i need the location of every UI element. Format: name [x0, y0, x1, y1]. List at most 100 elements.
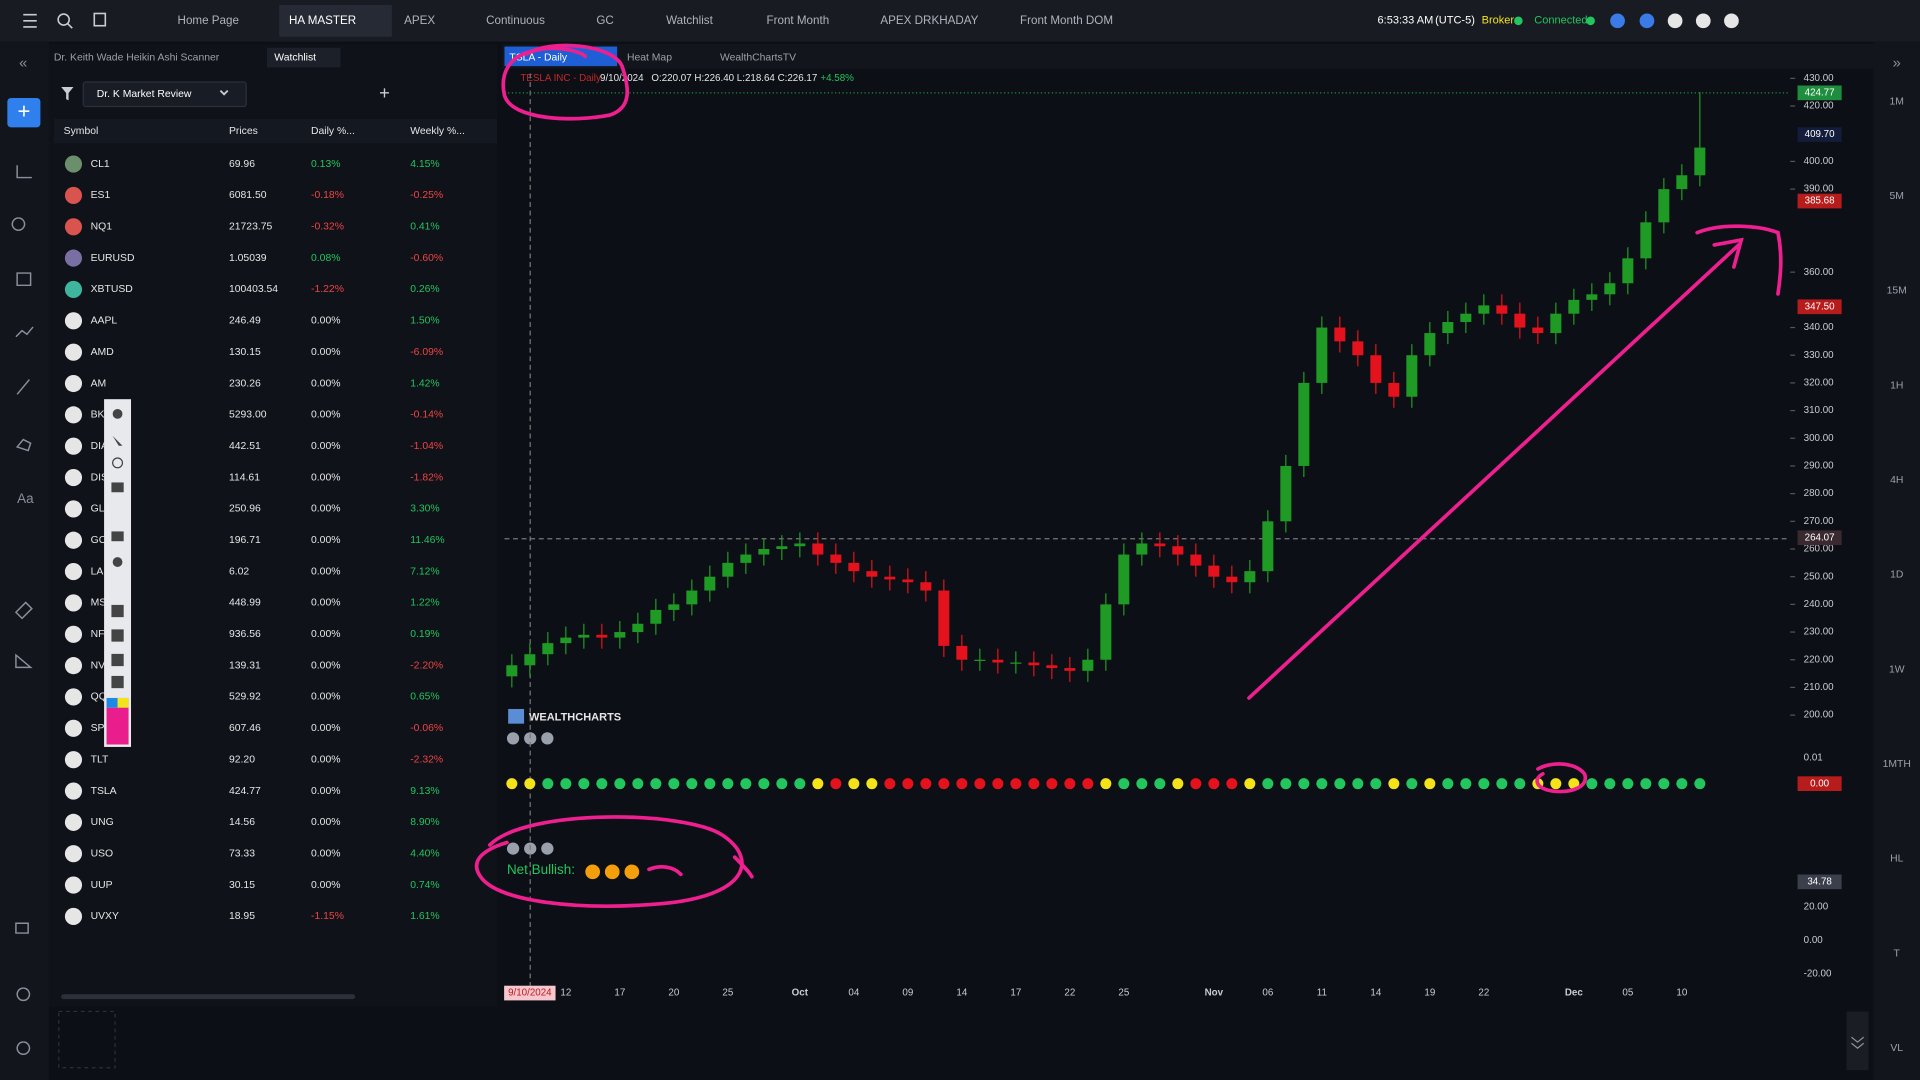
signal-dot — [578, 778, 590, 790]
panel-tab[interactable]: Dr. Keith Wade Heikin Ashi Scanner — [54, 52, 220, 63]
symbol-icon — [64, 468, 83, 487]
symbol[interactable]: UNG — [91, 817, 114, 828]
x-tick-label: 10 — [1676, 988, 1687, 999]
symbol-icon — [64, 280, 83, 299]
cell: -6.09% — [410, 347, 443, 358]
cell: -1.22% — [311, 284, 344, 295]
text-tool[interactable]: Aa — [17, 491, 34, 506]
symbol-icon — [64, 594, 83, 612]
indicator-text: Net Bullish: — [507, 862, 575, 877]
symbol[interactable]: EURUSD — [91, 253, 135, 264]
timeframe[interactable]: 1D — [1890, 570, 1903, 581]
symbol[interactable]: USO — [91, 848, 114, 859]
candle-body — [1316, 327, 1328, 383]
symbol[interactable]: AM — [91, 378, 107, 389]
x-tick-label: 22 — [1478, 988, 1489, 999]
toolbar-icon[interactable] — [1667, 13, 1683, 29]
symbol[interactable]: GO — [91, 535, 107, 546]
symbol[interactable]: AAPL — [91, 316, 118, 327]
tab[interactable]: Watchlist — [666, 14, 713, 27]
cell: 9.13% — [410, 786, 439, 797]
y-tick-label: 200.00 — [1804, 710, 1834, 721]
symbol[interactable]: NQ1 — [91, 222, 113, 233]
tab[interactable]: Front Month — [767, 14, 830, 27]
symbol[interactable]: UUP — [91, 880, 113, 891]
legend-date: 9/10/2024 — [600, 73, 644, 84]
timeframe[interactable]: 1M — [1890, 96, 1904, 107]
tab[interactable]: GC — [596, 14, 613, 27]
tab[interactable]: Home Page — [178, 14, 239, 27]
signal-dot — [1316, 778, 1328, 790]
symbol[interactable]: QQ — [91, 692, 107, 703]
timeframe[interactable]: 1H — [1890, 380, 1903, 391]
symbol[interactable]: NF — [91, 629, 105, 640]
chart-tab[interactable]: Heat Map — [627, 52, 672, 63]
color-swatch[interactable] — [117, 697, 129, 708]
symbol[interactable]: ES1 — [91, 190, 111, 201]
timeframe[interactable]: T — [1894, 948, 1901, 959]
color-swatch[interactable] — [106, 707, 129, 745]
color-swatch[interactable] — [106, 697, 129, 708]
tab[interactable]: APEX — [404, 14, 435, 27]
symbol[interactable]: CL1 — [91, 159, 110, 170]
symbol[interactable]: NV — [91, 660, 106, 671]
filter-select[interactable] — [82, 81, 247, 108]
timeframe[interactable]: 1W — [1889, 664, 1905, 675]
signal-dot — [1586, 778, 1598, 790]
expand-button[interactable] — [1846, 1011, 1869, 1071]
toolbar-icon[interactable] — [1695, 13, 1711, 29]
symbol[interactable]: XBTUSD — [91, 284, 133, 295]
toolbar-icon[interactable] — [1639, 13, 1655, 29]
add-symbol[interactable]: + — [379, 82, 390, 103]
panel-tab[interactable]: Watchlist — [274, 52, 316, 63]
collapse-left[interactable]: « — [19, 56, 27, 72]
candle-body — [830, 554, 842, 563]
price-badge-label: 264.07 — [1805, 532, 1835, 543]
cell: 0.00% — [311, 660, 340, 671]
signal-dot — [1424, 778, 1436, 790]
indicator-button[interactable] — [541, 842, 554, 855]
signal-dot — [1100, 778, 1112, 790]
symbol[interactable]: TLT — [91, 754, 109, 765]
indicator-button[interactable] — [506, 842, 520, 855]
collapse-right[interactable]: » — [1893, 56, 1901, 72]
symbol[interactable]: DIA — [91, 441, 108, 452]
cell: 607.46 — [229, 723, 261, 734]
symbol[interactable]: GL — [91, 504, 105, 515]
cell: 424.77 — [229, 786, 261, 797]
symbol[interactable]: BK — [91, 410, 105, 421]
timeframe[interactable]: HL — [1890, 854, 1904, 865]
timeframe[interactable]: 5M — [1890, 191, 1904, 202]
cell: 196.71 — [229, 535, 261, 546]
timeframe[interactable]: VL — [1890, 1043, 1903, 1054]
chart-tab[interactable]: WealthChartsTV — [720, 52, 796, 63]
toolbar-icon[interactable] — [1724, 13, 1739, 29]
add-button[interactable] — [7, 97, 41, 128]
candle-body — [1622, 258, 1634, 284]
signal-dot — [1604, 778, 1616, 790]
tab[interactable]: Front Month DOM — [1020, 14, 1113, 27]
candle-body — [1442, 321, 1454, 334]
chart-tab[interactable]: TSLA - Daily — [509, 52, 568, 63]
tab[interactable]: Continuous — [486, 14, 545, 27]
timeframe[interactable]: 1MTH — [1883, 759, 1911, 770]
timeframe[interactable]: 4H — [1890, 475, 1903, 486]
symbol-icon — [64, 186, 83, 205]
tab[interactable]: HA MASTER — [289, 14, 356, 27]
indicator-button[interactable] — [506, 732, 520, 745]
symbol[interactable]: TSLA — [91, 786, 117, 797]
symbol[interactable]: AMD — [91, 347, 114, 358]
timeframe[interactable]: 15M — [1887, 286, 1907, 297]
symbol[interactable]: DIS — [91, 472, 108, 483]
symbol[interactable]: SP — [91, 723, 105, 734]
tab[interactable]: APEX DRKHADAY — [880, 14, 978, 27]
signal-dot — [1064, 778, 1076, 790]
symbol[interactable]: LA — [91, 566, 104, 577]
toolbar-icon[interactable] — [1610, 13, 1625, 29]
symbol[interactable]: MS — [91, 598, 107, 609]
indicator-button[interactable] — [541, 732, 554, 745]
symbol[interactable]: UVXY — [91, 911, 119, 922]
osc-badge — [1797, 874, 1842, 890]
candle-body — [506, 665, 518, 677]
signal-dot — [1226, 778, 1238, 790]
